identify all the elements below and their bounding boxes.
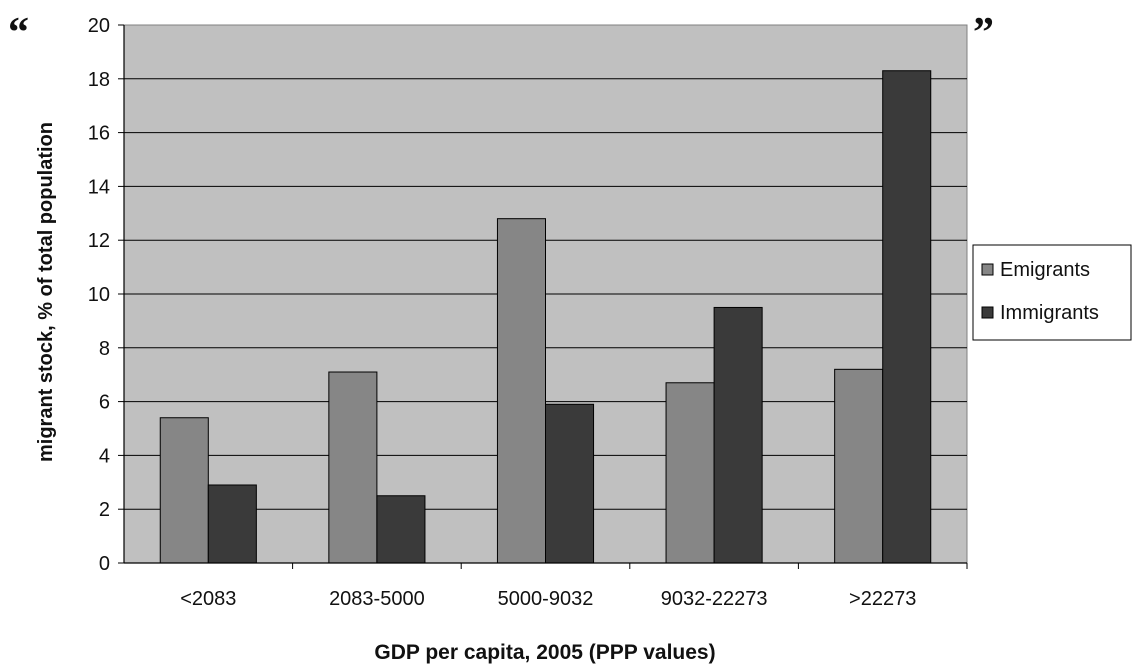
y-tick-label: 2 bbox=[99, 499, 110, 521]
bar-emigrants-1 bbox=[328, 371, 378, 564]
y-tick-label: 18 bbox=[88, 69, 110, 91]
axes: 0 2 4 6 8 10 12 14 16 18 20 <2083 2083-5000 5000-9032… bbox=[88, 15, 968, 610]
x-tick-label: >22273 bbox=[849, 588, 916, 610]
bar-immigrants-1 bbox=[376, 495, 426, 564]
x-tick-label: <2083 bbox=[180, 588, 236, 610]
y-tick-label: 4 bbox=[99, 445, 110, 467]
bars bbox=[159, 70, 932, 564]
y-axis-label: migrant stock, % of total population bbox=[35, 122, 57, 462]
x-tick-label: 5000-9032 bbox=[498, 588, 594, 610]
y-tick-label: 14 bbox=[88, 176, 110, 198]
bar-emigrants-0 bbox=[159, 417, 209, 564]
bar-emigrants-4 bbox=[834, 368, 884, 564]
x-tick-label: 9032-22273 bbox=[661, 588, 768, 610]
bar-immigrants-4 bbox=[882, 70, 932, 564]
close-quote: ” bbox=[973, 10, 994, 56]
y-tick-label: 10 bbox=[88, 284, 110, 306]
legend: Emigrants Immigrants bbox=[972, 244, 1132, 341]
bar-immigrants-2 bbox=[545, 403, 595, 564]
y-tick-label: 20 bbox=[88, 15, 110, 37]
bar-immigrants-0 bbox=[207, 484, 257, 564]
open-quote: “ bbox=[8, 10, 29, 56]
y-tick-label: 6 bbox=[99, 392, 110, 414]
legend-swatch-immigrants bbox=[981, 306, 994, 319]
legend-swatch-emigrants bbox=[981, 263, 994, 276]
y-tick-label: 16 bbox=[88, 123, 110, 145]
legend-label-immigrants: Immigrants bbox=[1000, 302, 1099, 324]
bar-immigrants-3 bbox=[713, 306, 763, 564]
y-tick-label: 0 bbox=[99, 553, 110, 575]
legend-label-emigrants: Emigrants bbox=[1000, 259, 1090, 281]
y-tick-label: 12 bbox=[88, 230, 110, 252]
bar-emigrants-3 bbox=[665, 382, 715, 564]
legend-box bbox=[972, 244, 1132, 341]
x-tick-label: 2083-5000 bbox=[329, 588, 425, 610]
bar-emigrants-2 bbox=[496, 218, 547, 564]
y-tick-label: 8 bbox=[99, 338, 110, 360]
x-axis-label: GDP per capita, 2005 (PPP values) bbox=[374, 641, 715, 664]
